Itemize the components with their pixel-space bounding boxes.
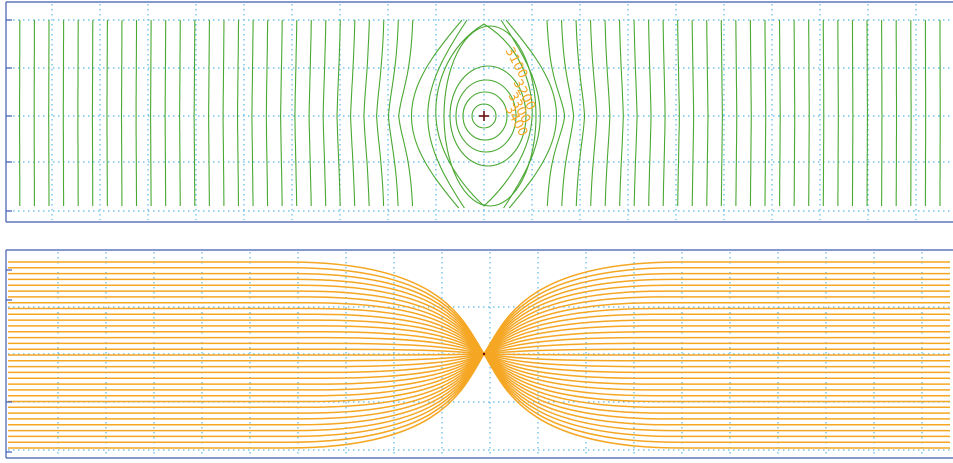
head-contour (294, 19, 298, 207)
streamline (8, 353, 485, 368)
head-contour (208, 20, 210, 207)
streamline (8, 342, 485, 355)
head-contour (427, 19, 468, 209)
head-contour (193, 19, 196, 206)
well-marker (479, 111, 489, 121)
streamline (8, 331, 485, 355)
head-contour (398, 19, 414, 207)
streamline (8, 325, 485, 355)
head-contours (19, 19, 941, 209)
head-contour (120, 19, 123, 206)
streamline (483, 331, 950, 355)
well-point (482, 352, 486, 356)
head-contour (677, 19, 680, 207)
head-contour (265, 19, 269, 207)
head-contour (350, 19, 356, 207)
bottom-frame (5, 249, 953, 459)
streamline (8, 319, 485, 355)
head-contour (735, 19, 738, 206)
streamline (483, 353, 950, 374)
streamline (483, 319, 950, 355)
head-contour-leaf (435, 23, 533, 207)
head-contour (837, 19, 839, 206)
head-contour (749, 20, 752, 207)
head-contour (376, 19, 385, 207)
streamline (483, 348, 950, 355)
streamlines (8, 261, 950, 449)
streamline-panel (5, 249, 953, 459)
streamline (8, 336, 485, 355)
head-contour (575, 19, 586, 207)
head-contour-loop (471, 103, 497, 129)
head-contour-loop (443, 25, 537, 207)
head-contour-loop (449, 65, 527, 167)
head-contour (851, 19, 854, 206)
head-contour (336, 19, 341, 207)
streamline (483, 353, 950, 356)
head-contour (706, 19, 709, 206)
streamline (8, 348, 485, 355)
head-contour (808, 20, 810, 206)
head-contour (322, 19, 327, 207)
head-contour (662, 19, 666, 207)
streamline (8, 353, 485, 374)
head-contour (164, 20, 167, 207)
head-contour-loop (462, 91, 508, 141)
streamline (483, 353, 950, 368)
top-frame (5, 1, 953, 223)
head-contour (720, 20, 723, 207)
streamline (483, 353, 950, 449)
head-contour (387, 19, 399, 207)
head-contour (150, 20, 152, 206)
head-contour (633, 19, 638, 207)
head-contour (604, 19, 611, 207)
head-contour (363, 19, 370, 207)
head-contour (505, 19, 558, 209)
head-contour (280, 19, 283, 206)
streamline (8, 353, 485, 356)
head-contour (647, 19, 652, 207)
head-contour (691, 20, 695, 207)
head-contour (546, 19, 566, 207)
streamline (8, 353, 485, 362)
head-contour-loop (455, 79, 517, 153)
head-contour-panel: 3100 3200 3300 3400 (5, 1, 953, 223)
head-contour (251, 20, 254, 207)
head-contour (618, 19, 624, 207)
head-contour (822, 20, 825, 206)
head-contour (793, 20, 796, 207)
head-contour (179, 19, 181, 206)
head-contour (222, 19, 225, 206)
streamline (8, 353, 485, 449)
top-grid (8, 4, 950, 220)
streamline (483, 353, 950, 362)
head-contour (589, 19, 598, 207)
head-contour (764, 20, 767, 206)
head-contour (236, 19, 240, 207)
streamline (483, 325, 950, 355)
head-contour (500, 19, 541, 209)
head-contour (308, 19, 312, 207)
streamline (483, 336, 950, 355)
head-contour (560, 19, 575, 207)
head-contour (778, 19, 781, 206)
head-contour (410, 19, 463, 209)
streamline (483, 342, 950, 355)
